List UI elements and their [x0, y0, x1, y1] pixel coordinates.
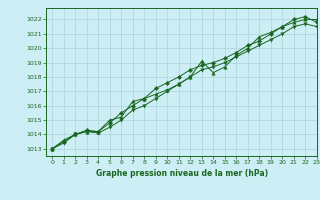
X-axis label: Graphe pression niveau de la mer (hPa): Graphe pression niveau de la mer (hPa)	[96, 169, 268, 178]
